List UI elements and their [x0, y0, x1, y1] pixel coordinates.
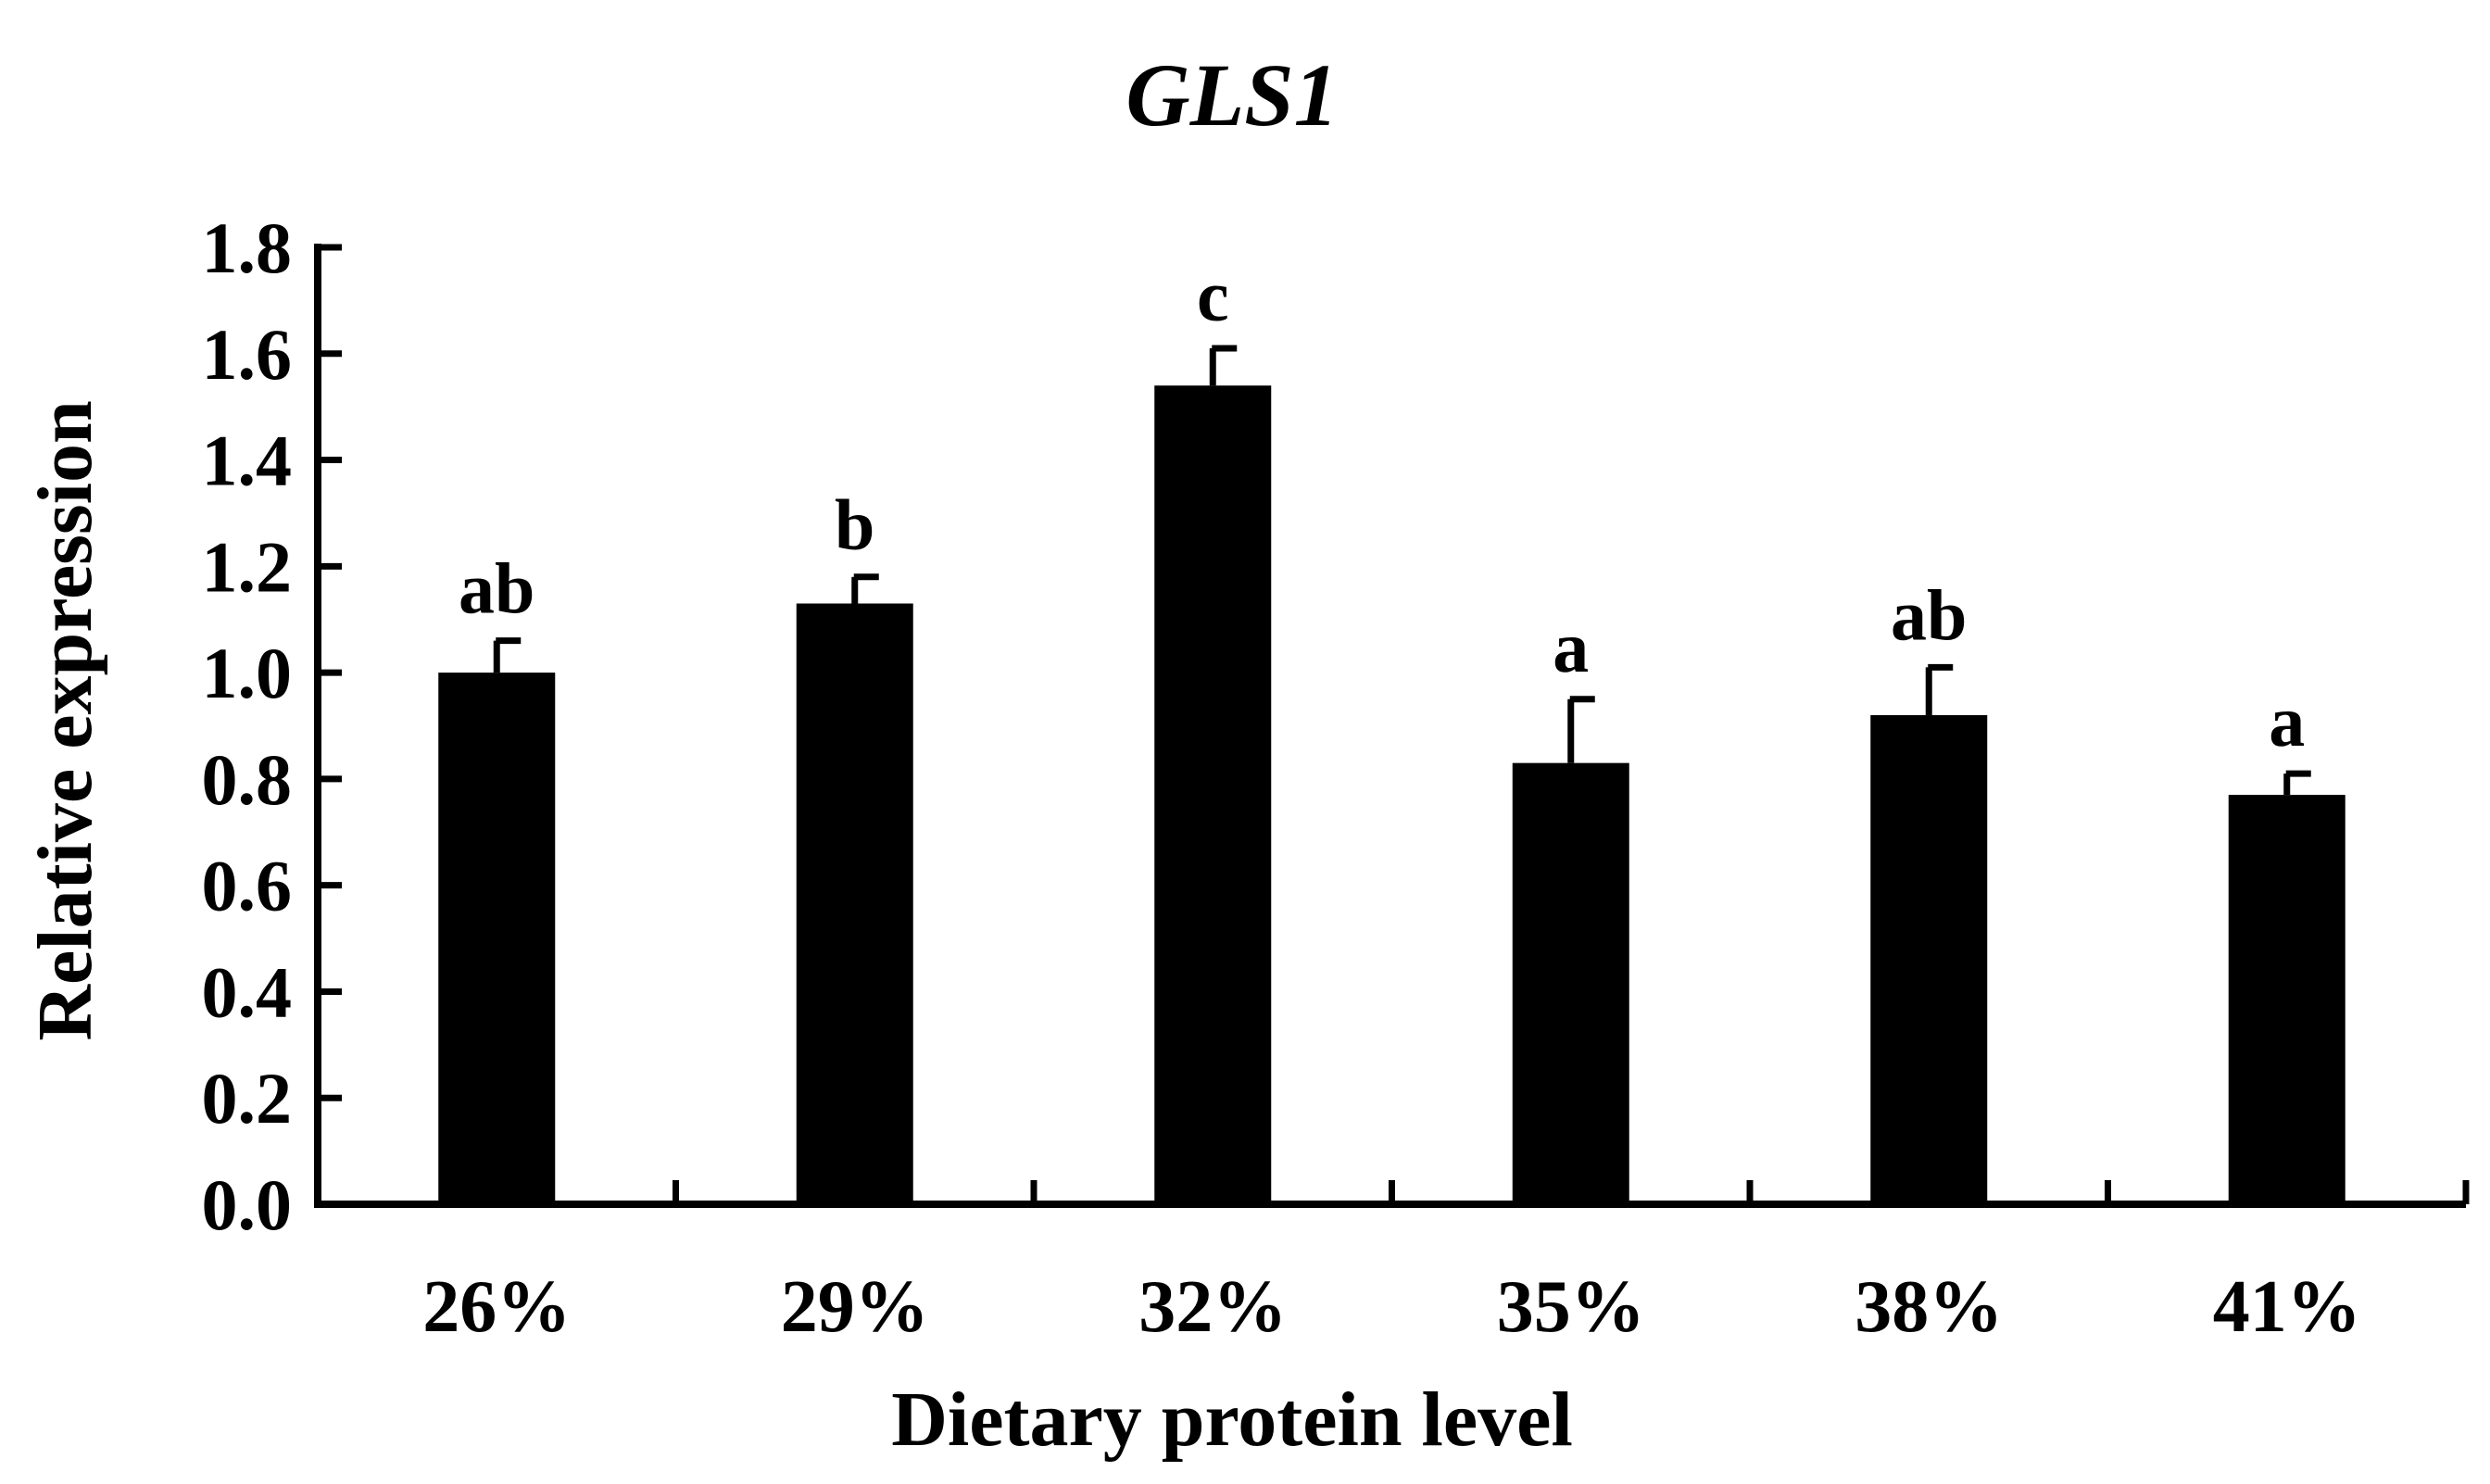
- y-tick-label: 1.4: [202, 421, 293, 501]
- y-tick-label: 0.0: [202, 1164, 293, 1245]
- y-tick-label: 1.8: [202, 208, 293, 288]
- y-tick-label: 0.6: [202, 846, 293, 926]
- bar: [2228, 795, 2345, 1204]
- x-tick-label: 26%: [422, 1266, 571, 1348]
- bar: [796, 603, 913, 1204]
- bar: [1870, 715, 1988, 1204]
- bar: [438, 673, 556, 1204]
- significance-letter: ab: [1891, 574, 1967, 655]
- ticks-group: 0.0 0.2 0.4 0.6 0.8 1.0 1.2 1.4 1.6 1.8 26% 29% 32% 3…: [202, 208, 2470, 1348]
- axes: [314, 244, 2466, 1208]
- significance-letter: c: [1197, 256, 1229, 336]
- chart-title: GLS1: [1126, 45, 1338, 145]
- significance-letter: a: [1553, 607, 1589, 687]
- x-tick-label: 35%: [1497, 1266, 1645, 1348]
- x-tick-label: 38%: [1855, 1266, 2003, 1348]
- y-tick-label: 0.2: [202, 1058, 293, 1138]
- y-axis-label: Relative expression: [22, 400, 108, 1040]
- x-tick-label: 29%: [781, 1266, 929, 1348]
- y-tick-label: 1.2: [202, 526, 293, 607]
- y-tick-label: 0.4: [202, 951, 293, 1032]
- x-axis-label: Dietary protein level: [891, 1377, 1573, 1463]
- bar: [1512, 762, 1629, 1204]
- significance-letter: ab: [459, 548, 534, 629]
- significance-letter: b: [835, 484, 874, 565]
- bars-group: ab b c a ab a: [438, 256, 2345, 1204]
- bar: [1154, 385, 1272, 1204]
- y-tick-label: 1.0: [202, 633, 293, 713]
- y-tick-label: 0.8: [202, 739, 293, 820]
- significance-letter: a: [2269, 681, 2305, 761]
- y-tick-label: 1.6: [202, 314, 293, 395]
- x-tick-label: 32%: [1138, 1266, 1287, 1348]
- x-tick-label: 41%: [2213, 1266, 2361, 1348]
